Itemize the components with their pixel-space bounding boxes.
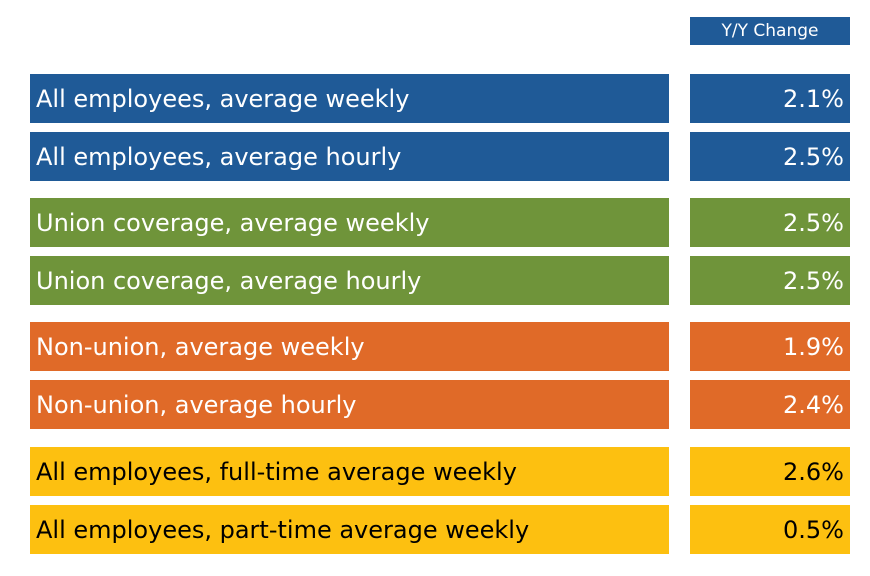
row-value-union-hourly: 2.5%	[690, 256, 850, 305]
row-value-full-time-weekly: 2.6%	[690, 447, 850, 496]
row-label-union-weekly: Union coverage, average weekly	[30, 198, 669, 247]
row-value-all-employees-hourly: 2.5%	[690, 132, 850, 181]
row-label-non-union-hourly: Non-union, average hourly	[30, 380, 669, 429]
row-value-non-union-weekly: 1.9%	[690, 322, 850, 371]
row-label-union-hourly: Union coverage, average hourly	[30, 256, 669, 305]
row-label-part-time-weekly: All employees, part-time average weekly	[30, 505, 669, 554]
row-value-union-weekly: 2.5%	[690, 198, 850, 247]
row-value-part-time-weekly: 0.5%	[690, 505, 850, 554]
row-value-all-employees-weekly: 2.1%	[690, 74, 850, 123]
column-header-yy-change: Y/Y Change	[690, 17, 850, 45]
row-label-all-employees-weekly: All employees, average weekly	[30, 74, 669, 123]
row-label-all-employees-hourly: All employees, average hourly	[30, 132, 669, 181]
row-label-non-union-weekly: Non-union, average weekly	[30, 322, 669, 371]
row-label-full-time-weekly: All employees, full-time average weekly	[30, 447, 669, 496]
row-value-non-union-hourly: 2.4%	[690, 380, 850, 429]
